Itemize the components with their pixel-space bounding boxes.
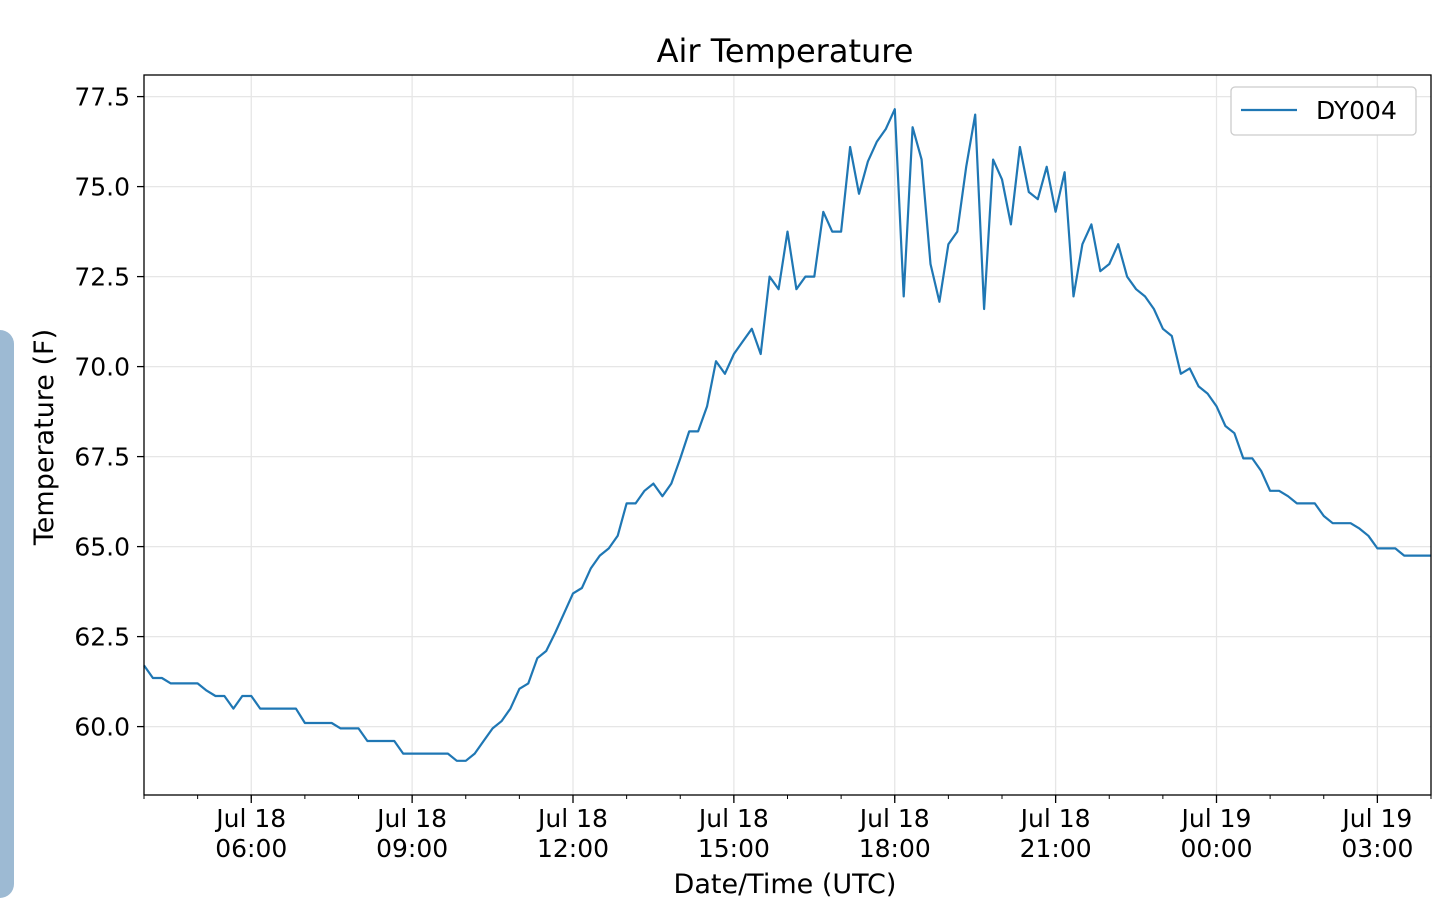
- series-layer: [143, 108, 1431, 762]
- y-tick-label: 60.0: [74, 713, 130, 742]
- x-tick-label-date: Jul 18: [697, 804, 769, 833]
- y-axis-label: Temperature (F): [29, 329, 60, 546]
- y-tick-label: 70.0: [74, 353, 130, 382]
- x-tick-label-time: 21:00: [1020, 834, 1092, 863]
- legend-label: DY004: [1316, 96, 1397, 125]
- x-tick-label-date: Jul 18: [214, 804, 286, 833]
- plot-area-frame: [143, 74, 1432, 796]
- y-tick-label: 65.0: [74, 533, 130, 562]
- y-tick-label: 62.5: [74, 623, 130, 652]
- x-tick-label-time: 03:00: [1341, 834, 1413, 863]
- y-tick-label: 67.5: [74, 443, 130, 472]
- x-tick-label-time: 12:00: [537, 834, 609, 863]
- x-tick-label-time: 00:00: [1180, 834, 1252, 863]
- x-tick-label-time: 15:00: [698, 834, 770, 863]
- x-tick-label-time: 18:00: [859, 834, 931, 863]
- y-tick-label: 77.5: [74, 83, 130, 112]
- chart-title: Air Temperature: [657, 32, 914, 70]
- grid-lines: [144, 75, 1431, 795]
- x-tick-label-time: 06:00: [215, 834, 287, 863]
- side-panel-tab[interactable]: [0, 330, 14, 898]
- x-tick-label-date: Jul 18: [375, 804, 447, 833]
- legend-box: [1230, 86, 1417, 136]
- x-tick-label-date: Jul 18: [536, 804, 608, 833]
- x-tick-label-date: Jul 18: [858, 804, 930, 833]
- y-tick-label: 72.5: [74, 263, 130, 292]
- y-tick-label: 75.0: [74, 173, 130, 202]
- series-line-dy004: [143, 108, 1431, 762]
- x-tick-label-date: Jul 19: [1340, 804, 1412, 833]
- x-tick-label-time: 09:00: [376, 834, 448, 863]
- x-tick-label-date: Jul 19: [1180, 804, 1252, 833]
- x-axis-label: Date/Time (UTC): [674, 869, 897, 900]
- legend: DY004: [1230, 86, 1417, 136]
- x-tick-label-date: Jul 18: [1019, 804, 1091, 833]
